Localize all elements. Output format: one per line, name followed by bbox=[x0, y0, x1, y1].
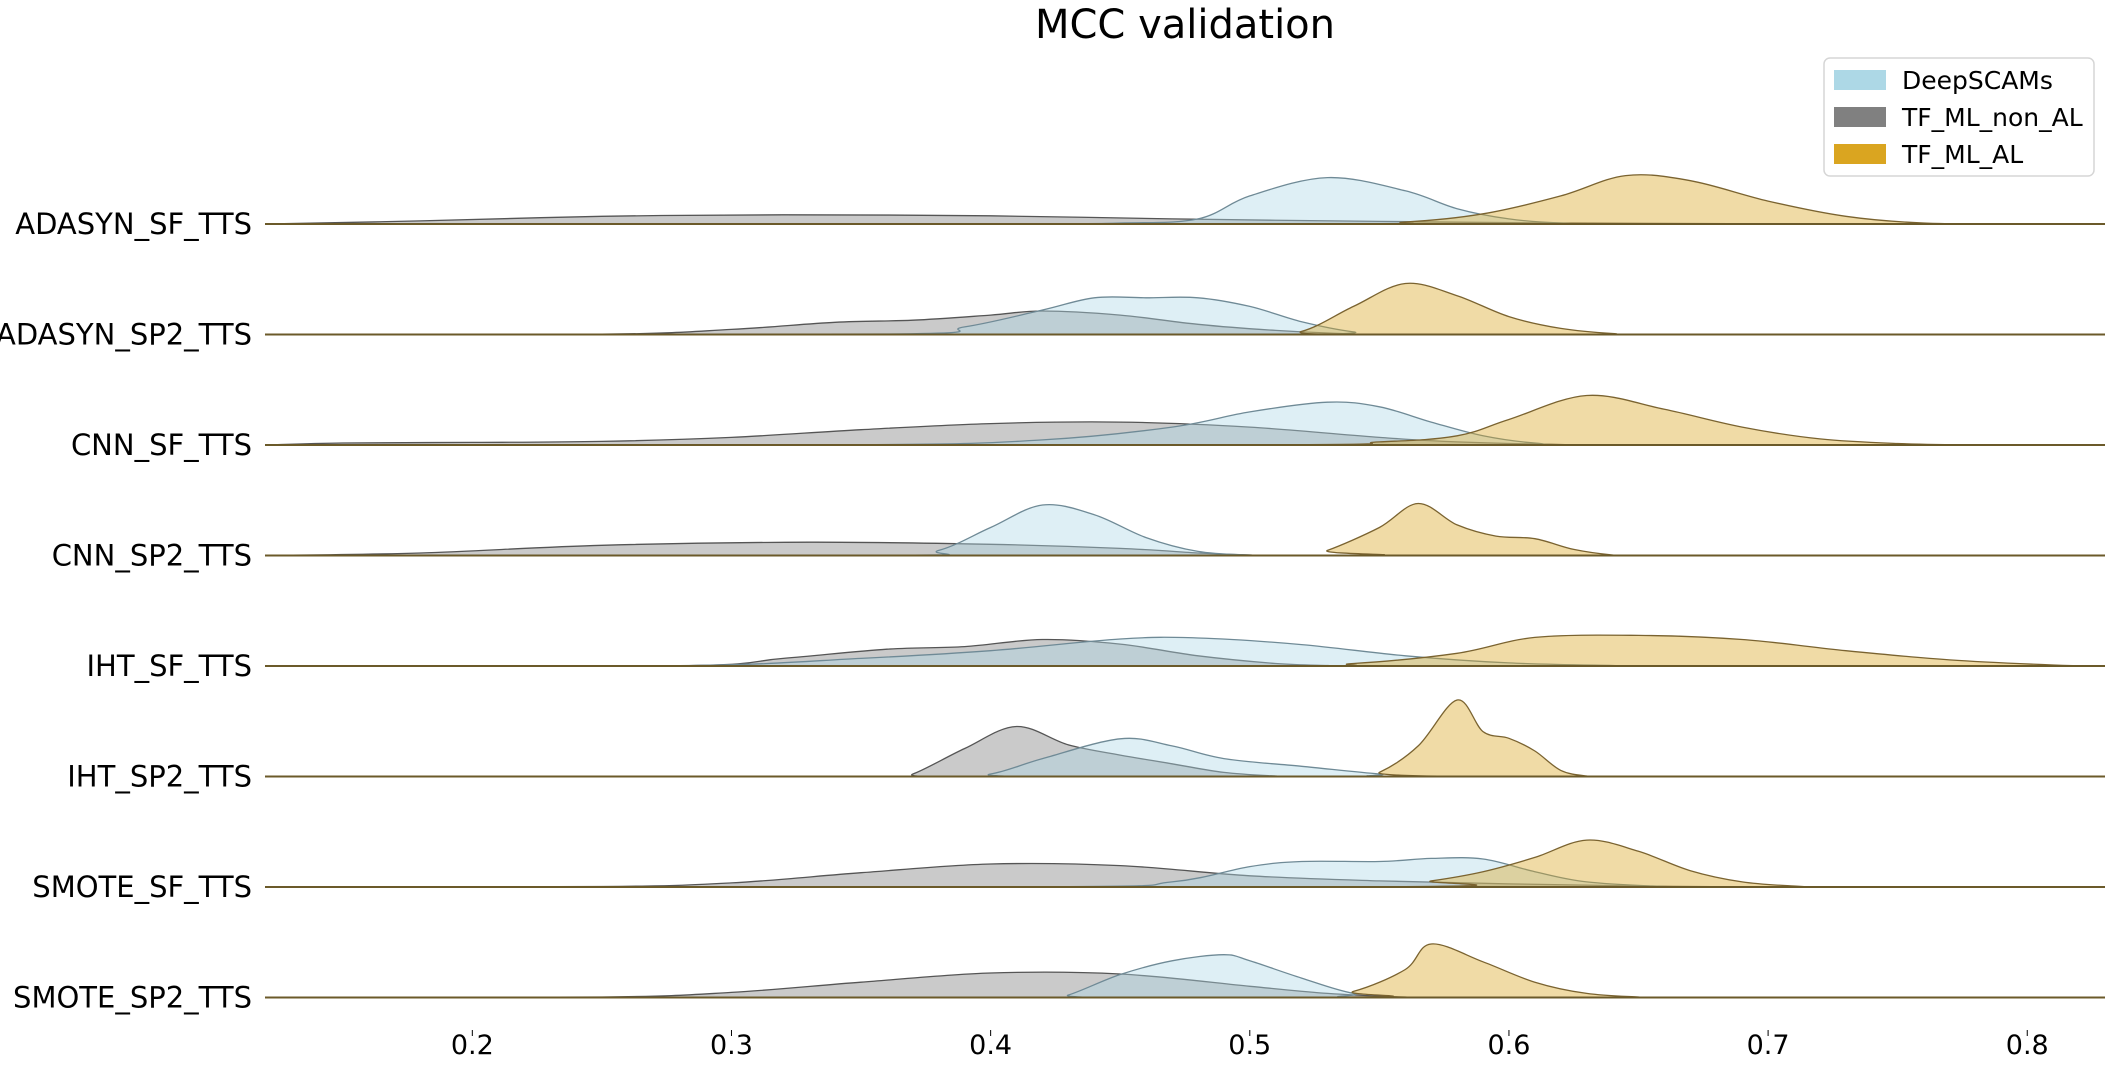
row-label: SMOTE_SP2_TTS bbox=[13, 981, 252, 1015]
density-tf-ml-non-al bbox=[265, 311, 2105, 335]
row-label: IHT_SP2_TTS bbox=[67, 760, 252, 794]
row-label: CNN_SF_TTS bbox=[71, 428, 252, 462]
chart-title: MCC validation bbox=[1035, 2, 1335, 48]
row-label: SMOTE_SF_TTS bbox=[32, 870, 252, 904]
x-tick-label: 0.4 bbox=[969, 1030, 1012, 1061]
row-label: ADASYN_SP2_TTS bbox=[0, 318, 252, 352]
density-deepscams bbox=[265, 738, 2105, 777]
ridge-row-iht-sf-tts: IHT_SF_TTS bbox=[87, 634, 2106, 683]
x-tick-label: 0.3 bbox=[710, 1030, 753, 1061]
x-tick-label: 0.5 bbox=[1228, 1030, 1271, 1061]
x-tick-label: 0.7 bbox=[1747, 1030, 1790, 1061]
legend: DeepSCAMs TF_ML_non_AL TF_ML_AL bbox=[1823, 57, 2095, 177]
row-label: ADASYN_SF_TTS bbox=[15, 207, 252, 241]
ridge-row-cnn-sp2-tts: CNN_SP2_TTS bbox=[52, 502, 2106, 573]
legend-label-tf-ml-non-al: TF_ML_non_AL bbox=[1901, 103, 2083, 132]
legend-box bbox=[1823, 57, 2095, 177]
row-label: IHT_SF_TTS bbox=[87, 649, 253, 683]
legend-swatch-tf-ml-al bbox=[1834, 144, 1886, 164]
ridge-row-iht-sp2-tts: IHT_SP2_TTS bbox=[67, 699, 2106, 794]
density-tf-ml-non-al bbox=[265, 421, 2105, 446]
x-tick-label: 0.6 bbox=[1487, 1030, 1530, 1061]
legend-swatch-tf-ml-non-al bbox=[1834, 107, 1886, 127]
x-tick-label: 0.8 bbox=[2006, 1030, 2049, 1061]
density-deepscams bbox=[265, 857, 2105, 888]
density-tf-ml-non-al bbox=[265, 542, 2105, 556]
density-tf-ml-al bbox=[265, 635, 2105, 667]
density-deepscams bbox=[265, 954, 2105, 998]
ridge-row-smote-sp2-tts: SMOTE_SP2_TTS bbox=[13, 943, 2106, 1015]
x-axis: 0.2 0.3 0.4 0.5 0.6 0.7 0.8 bbox=[451, 1030, 2049, 1061]
ridge-row-adasyn-sf-tts: ADASYN_SF_TTS bbox=[15, 174, 2106, 241]
legend-label-tf-ml-al: TF_ML_AL bbox=[1901, 140, 2023, 169]
legend-label-deepscams: DeepSCAMs bbox=[1902, 66, 2053, 95]
ridge-row-smote-sf-tts: SMOTE_SF_TTS bbox=[32, 839, 2106, 904]
density-deepscams bbox=[265, 637, 2105, 667]
density-deepscams bbox=[265, 296, 2105, 335]
density-tf-ml-non-al bbox=[265, 972, 2105, 998]
row-label: CNN_SP2_TTS bbox=[52, 539, 252, 573]
ridge-row-cnn-sf-tts: CNN_SF_TTS bbox=[71, 394, 2106, 462]
density-tf-ml-non-al bbox=[265, 863, 2105, 888]
x-tick-label: 0.2 bbox=[451, 1030, 494, 1061]
legend-swatch-deepscams bbox=[1834, 70, 1886, 90]
density-tf-ml-al bbox=[265, 395, 2105, 446]
ridge-rows: ADASYN_SF_TTS ADASYN_SP2_TTS CNN_SF_TTS CNN… bbox=[0, 174, 2106, 1015]
ridge-row-adasyn-sp2-tts: ADASYN_SP2_TTS bbox=[0, 282, 2106, 352]
density-deepscams bbox=[265, 401, 2105, 446]
density-tf-ml-al bbox=[265, 840, 2105, 888]
density-tf-ml-non-al bbox=[265, 639, 2105, 667]
density-tf-ml-al bbox=[265, 174, 2105, 225]
